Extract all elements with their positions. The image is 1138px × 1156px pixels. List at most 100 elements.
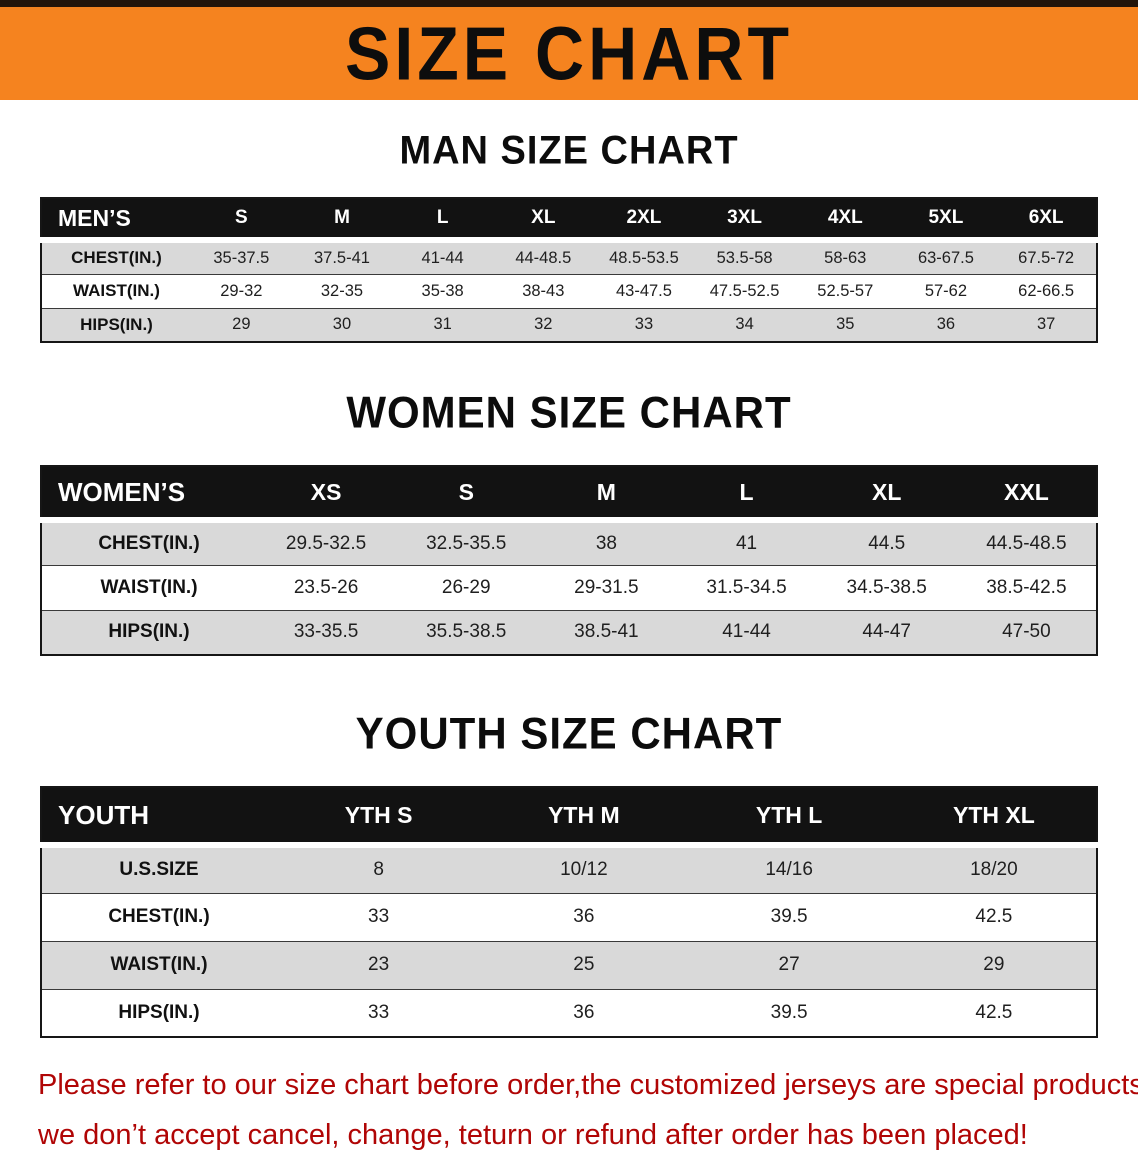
size-value-cell: 35-37.5 [191,239,292,274]
size-value-cell: 62-66.5 [996,273,1097,308]
size-value-cell: 38.5-41 [536,609,677,655]
row-label-cell: WAIST(IN.) [41,940,276,989]
row-label-cell: WAIST(IN.) [41,564,256,610]
size-row: WAIST(IN.) 23 25 27 29 [41,940,1097,989]
size-header-cell: YTH M [481,787,687,848]
size-header-cell: S [191,198,292,243]
size-value-cell: 36 [481,892,687,941]
size-value-cell: 29-31.5 [536,564,677,610]
row-label-cell: WAIST(IN.) [41,273,191,308]
row-label-cell: CHEST(IN.) [41,892,276,941]
women-size-section: WOMEN SIZE CHART WOMEN’S XS S M L XL XXL CHEST(… [40,387,1098,656]
corner-header-cell: MEN’S [41,198,191,243]
size-value-cell: 29 [191,307,292,342]
size-header-cell: L [676,466,817,523]
size-value-cell: 42.5 [891,988,1097,1037]
size-value-cell: 52.5-57 [794,273,896,308]
size-value-cell: 33-35.5 [256,609,397,655]
size-header-cell: M [291,198,393,243]
size-value-cell: 38 [536,519,677,565]
size-header-cell: L [392,198,493,243]
men-size-table: MEN’S S M L XL 2XL 3XL 4XL 5XL 6XL CHEST(IN.) 35-37… [40,197,1098,343]
size-row: WAIST(IN.) 23.5-26 26-29 29-31.5 31.5-34.5 34… [41,564,1097,610]
size-header-row: MEN’S S M L XL 2XL 3XL 4XL 5XL 6XL [41,198,1097,243]
size-value-cell: 33 [276,988,482,1037]
corner-header-cell: YOUTH [41,787,276,848]
size-value-cell: 32.5-35.5 [396,519,537,565]
size-header-cell: YTH S [276,787,482,848]
youth-section-heading: YOUTH SIZE CHART [355,708,783,759]
size-header-cell: 5XL [895,198,997,243]
size-value-cell: 18/20 [891,844,1097,893]
men-section-heading: MAN SIZE CHART [399,128,739,174]
youth-size-table: YOUTH YTH S YTH M YTH L YTH XL U.S.SIZE 8 10/12… [40,786,1098,1038]
size-value-cell: 14/16 [686,844,892,893]
size-header-cell: 3XL [694,198,795,243]
size-header-cell: S [396,466,537,523]
size-row: HIPS(IN.) 33 36 39.5 42.5 [41,988,1097,1037]
size-value-cell: 36 [481,988,687,1037]
row-label-cell: HIPS(IN.) [41,609,256,655]
women-section-heading: WOMEN SIZE CHART [346,387,792,438]
size-value-cell: 44-47 [816,609,957,655]
size-row: CHEST(IN.) 35-37.5 37.5-41 41-44 44-48.5 48.5… [41,239,1097,274]
size-value-cell: 39.5 [686,988,892,1037]
size-header-cell: YTH L [686,787,892,848]
size-value-cell: 44-48.5 [492,239,594,274]
size-value-cell: 33 [276,892,482,941]
size-value-cell: 67.5-72 [996,239,1097,274]
size-header-cell: YTH XL [891,787,1097,848]
size-row: HIPS(IN.) 33-35.5 35.5-38.5 38.5-41 41-44 44-… [41,609,1097,655]
size-row: U.S.SIZE 8 10/12 14/16 18/20 [41,844,1097,893]
size-value-cell: 33 [593,307,695,342]
size-value-cell: 47-50 [956,609,1097,655]
size-value-cell: 34.5-38.5 [816,564,957,610]
disclaimer-line-2: we don’t accept cancel, change, teturn o… [38,1119,1028,1152]
size-value-cell: 31 [392,307,493,342]
size-value-cell: 53.5-58 [694,239,795,274]
size-value-cell: 36 [895,307,997,342]
size-value-cell: 41-44 [676,609,817,655]
size-row: HIPS(IN.) 29 30 31 32 33 34 35 36 37 [41,307,1097,342]
row-label-cell: U.S.SIZE [41,844,276,893]
size-value-cell: 29 [891,940,1097,989]
size-value-cell: 35.5-38.5 [396,609,537,655]
size-header-cell: XS [256,466,397,523]
row-label-cell: HIPS(IN.) [41,988,276,1037]
size-value-cell: 44.5 [816,519,957,565]
size-value-cell: 37.5-41 [291,239,393,274]
size-header-cell: XL [816,466,957,523]
size-value-cell: 35 [794,307,896,342]
row-label-cell: HIPS(IN.) [41,307,191,342]
size-value-cell: 41 [676,519,817,565]
size-value-cell: 63-67.5 [895,239,997,274]
size-value-cell: 37 [996,307,1097,342]
size-value-cell: 8 [276,844,482,893]
row-label-cell: CHEST(IN.) [41,519,256,565]
size-header-row: YOUTH YTH S YTH M YTH L YTH XL [41,787,1097,848]
size-value-cell: 32-35 [291,273,393,308]
size-value-cell: 23.5-26 [256,564,397,610]
size-chart-banner: SIZE CHART [0,0,1138,100]
youth-size-section: YOUTH SIZE CHART YOUTH YTH S YTH M YTH L YTH… [40,708,1098,1038]
size-header-row: WOMEN’S XS S M L XL XXL [41,466,1097,523]
size-value-cell: 31.5-34.5 [676,564,817,610]
size-row: CHEST(IN.) 29.5-32.5 32.5-35.5 38 41 44.5 44.5… [41,519,1097,565]
size-value-cell: 29-32 [191,273,292,308]
corner-header-cell: WOMEN’S [41,466,256,523]
size-value-cell: 48.5-53.5 [593,239,695,274]
size-value-cell: 34 [694,307,795,342]
size-header-cell: 2XL [593,198,695,243]
disclaimer-line-1: Please refer to our size chart before or… [38,1069,1138,1101]
size-value-cell: 44.5-48.5 [956,519,1097,565]
size-row: WAIST(IN.) 29-32 32-35 35-38 38-43 43-47.5 47.… [41,273,1097,308]
size-value-cell: 57-62 [895,273,997,308]
size-value-cell: 47.5-52.5 [694,273,795,308]
size-row: CHEST(IN.) 33 36 39.5 42.5 [41,892,1097,941]
size-value-cell: 29.5-32.5 [256,519,397,565]
disclaimer: Please refer to our size chart before or… [38,1064,1138,1156]
size-value-cell: 30 [291,307,393,342]
men-size-section: MAN SIZE CHART MEN’S S M L XL 2XL 3XL 4XL 5XL 6XL… [40,128,1098,343]
size-value-cell: 58-63 [794,239,896,274]
